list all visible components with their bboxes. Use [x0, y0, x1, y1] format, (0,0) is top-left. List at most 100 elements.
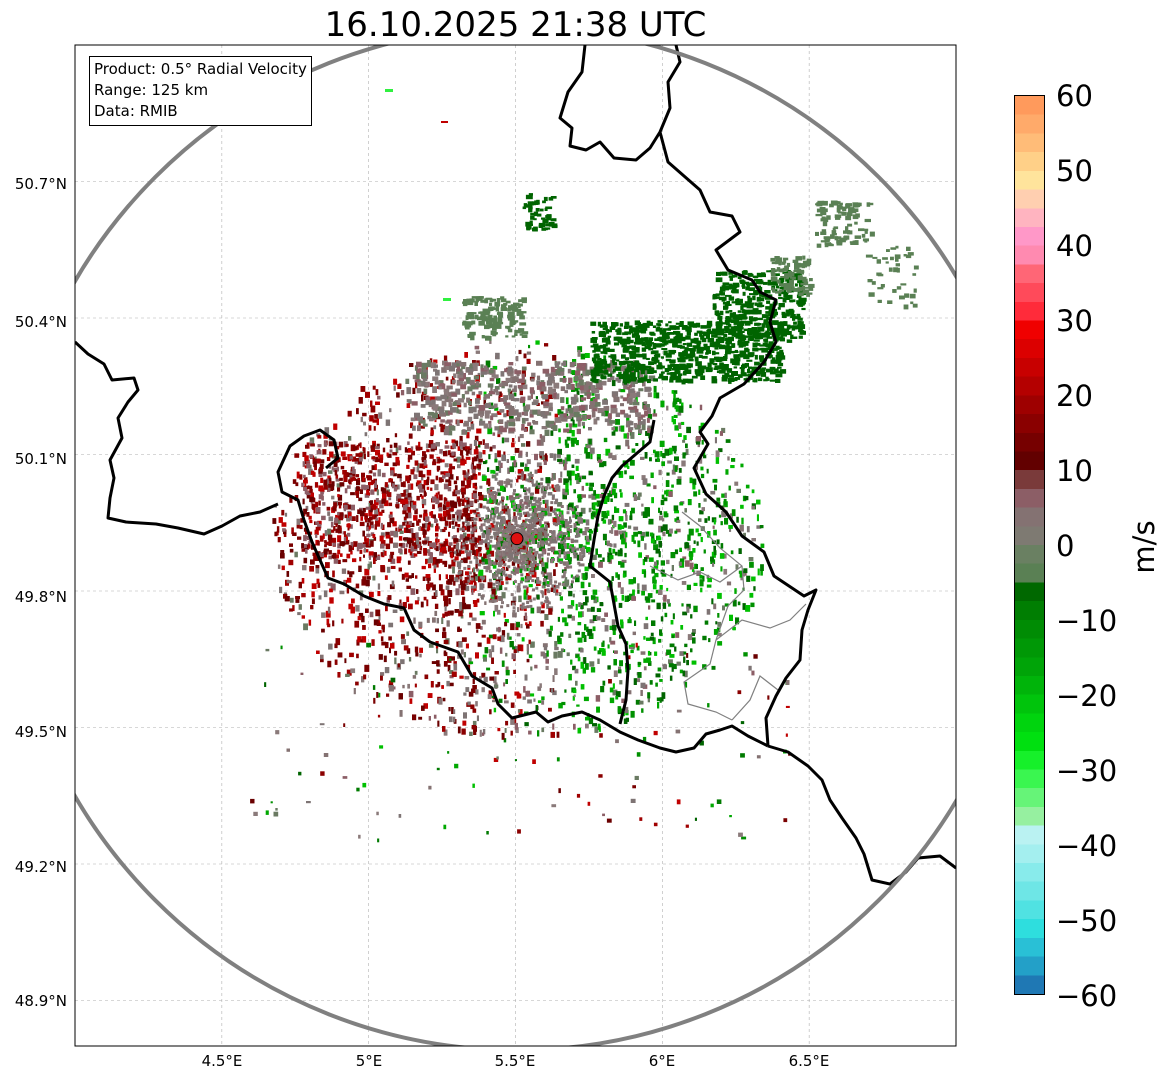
echo-pixel — [416, 368, 421, 374]
echo-pixel — [553, 522, 556, 526]
echo-pixel — [535, 528, 541, 533]
echo-pixel — [272, 518, 277, 524]
echo-pixel — [691, 632, 695, 636]
echo-pixel — [500, 525, 504, 529]
echo-pixel — [371, 639, 375, 646]
echo-pixel — [433, 359, 438, 364]
echo-pixel — [498, 460, 501, 466]
echo-pixel — [583, 602, 588, 606]
echo-pixel — [355, 489, 359, 496]
echo-pixel — [654, 651, 658, 656]
echo-pixel — [332, 620, 335, 627]
echo-pixel — [637, 416, 644, 420]
echo-pixel — [350, 492, 355, 496]
echo-pixel — [715, 457, 720, 464]
echo-pixel — [396, 559, 401, 564]
echo-pixel — [503, 480, 507, 484]
echo-pixel — [335, 638, 341, 646]
echo-pixel — [592, 589, 598, 595]
echo-pixel — [460, 458, 465, 466]
echo-pixel — [491, 413, 498, 418]
echo-pixel — [438, 383, 445, 387]
echo-pixel — [539, 466, 543, 470]
echo-pixel — [467, 622, 471, 626]
echo-pixel — [585, 381, 590, 386]
echo-pixel — [640, 536, 644, 541]
echo-pixel — [429, 511, 432, 516]
echo-pixel — [431, 399, 436, 405]
echo-pixel — [457, 571, 461, 575]
echo-pixel — [328, 539, 332, 546]
echo-pixel — [478, 494, 484, 501]
echo-pixel — [398, 536, 403, 541]
echo-pixel — [575, 575, 580, 583]
echo-pixel — [494, 546, 498, 550]
echo-pixel — [509, 393, 515, 398]
echo-pixel — [500, 605, 504, 609]
echo-pixel — [289, 597, 294, 603]
echo-pixel — [678, 468, 682, 473]
echo-pixel — [448, 365, 455, 372]
echo-pixel — [491, 544, 495, 548]
echo-pixel — [558, 478, 562, 483]
echo-pixel — [508, 553, 512, 557]
echo-pixel — [478, 458, 483, 463]
echo-pixel — [679, 502, 684, 506]
echo-pixel — [406, 464, 410, 469]
echo-pixel — [439, 449, 443, 454]
echo-pixel — [455, 574, 460, 580]
echo-pixel — [321, 628, 325, 633]
echo-pixel — [479, 583, 484, 590]
echo-pixel — [449, 574, 454, 582]
echo-pixel — [408, 433, 413, 439]
echo-pixel — [479, 575, 483, 579]
echo-pixel — [403, 481, 406, 488]
echo-pixel — [448, 564, 452, 569]
echo-pixel — [618, 561, 622, 565]
echo-pixel — [397, 473, 402, 479]
echo-pixel — [452, 442, 455, 449]
echo-pixel — [483, 566, 487, 569]
echo-pixel — [674, 530, 678, 534]
echo-pixel — [444, 445, 450, 449]
echo-pixel — [328, 470, 333, 474]
echo-pixel — [520, 605, 524, 609]
echo-pixel — [551, 584, 557, 589]
echo-pixel — [497, 541, 501, 545]
echo-pixel — [473, 449, 479, 455]
echo-pixel — [508, 574, 511, 578]
echo-pixel — [443, 639, 449, 644]
echo-pixel — [478, 391, 483, 395]
echo-pixel — [672, 613, 675, 620]
echo-pixel — [757, 568, 760, 576]
echo-pixel — [574, 506, 578, 512]
echo-pixel — [538, 580, 542, 584]
echo-pixel — [504, 694, 507, 700]
echo-pixel — [536, 563, 540, 567]
echo-pixel — [464, 505, 468, 509]
echo-pixel — [557, 361, 561, 365]
echo-pixel — [490, 492, 494, 496]
echo-pixel — [573, 723, 576, 730]
echo-pixel — [672, 390, 678, 394]
echo-pixel — [531, 538, 535, 542]
echo-pixel — [495, 352, 500, 360]
echo-pixel — [335, 478, 340, 482]
echo-pixel — [506, 459, 509, 463]
echo-pixel — [309, 489, 313, 493]
echo-pixel — [520, 523, 524, 527]
echo-pixel — [609, 697, 615, 704]
echo-pixel — [409, 698, 413, 704]
echo-pixel — [435, 532, 439, 537]
echo-pixel — [353, 541, 358, 547]
echo-pixel — [475, 652, 479, 659]
echo-pixel — [443, 429, 449, 436]
echo-pixel — [450, 610, 454, 616]
echo-pixel — [476, 549, 480, 556]
echo-pixel — [669, 643, 675, 648]
echo-pixel — [428, 440, 434, 447]
echo-pixel — [524, 418, 529, 422]
echo-pixel — [546, 533, 550, 537]
echo-pixel — [363, 554, 365, 558]
echo-pixel — [503, 542, 507, 546]
